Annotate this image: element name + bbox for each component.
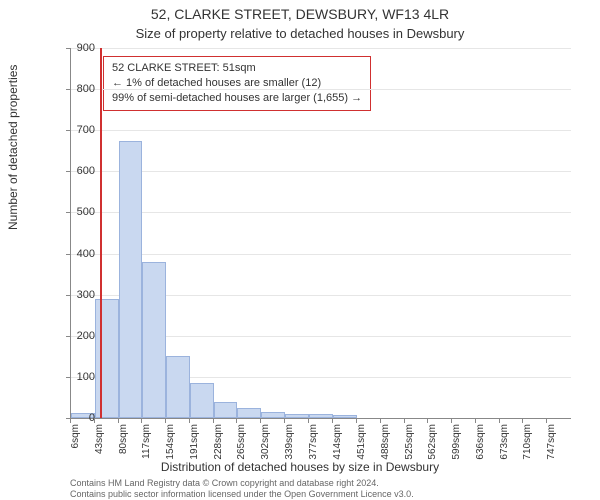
xtick-label: 302sqm [260, 424, 271, 460]
credit-line-1: Contains HM Land Registry data © Crown c… [70, 478, 570, 489]
histogram-bar [309, 414, 333, 418]
ytick-label: 300 [55, 289, 95, 301]
ytick-label: 500 [55, 206, 95, 218]
xtick-label: 673sqm [499, 424, 510, 460]
xtick-label: 377sqm [308, 424, 319, 460]
xtick-mark [546, 418, 547, 423]
xtick-label: 191sqm [189, 424, 200, 460]
xtick-label: 265sqm [236, 424, 247, 460]
xtick-mark [284, 418, 285, 423]
xtick-label: 488sqm [380, 424, 391, 460]
plot-area: 52 CLARKE STREET: 51sqm ← 1% of detached… [70, 48, 571, 419]
xtick-mark [380, 418, 381, 423]
histogram-bar [285, 414, 309, 418]
xtick-label: 117sqm [141, 424, 152, 459]
xtick-mark [189, 418, 190, 423]
annotation-line-1: 52 CLARKE STREET: 51sqm [112, 61, 362, 76]
histogram-bar [333, 415, 357, 418]
xtick-label: 599sqm [451, 424, 462, 460]
xtick-mark [522, 418, 523, 423]
gridline [71, 48, 571, 49]
histogram-bar [166, 356, 190, 418]
xtick-label: 43sqm [94, 424, 105, 454]
histogram-bar [190, 383, 214, 418]
xtick-label: 525sqm [404, 424, 415, 460]
xtick-mark [404, 418, 405, 423]
ytick-label: 600 [55, 165, 95, 177]
xtick-mark [427, 418, 428, 423]
xtick-label: 154sqm [165, 424, 176, 460]
ytick-label: 0 [55, 412, 95, 424]
annotation-line-3: 99% of semi-detached houses are larger (… [112, 91, 362, 106]
xtick-label: 562sqm [427, 424, 438, 460]
histogram-figure: 52, CLARKE STREET, DEWSBURY, WF13 4LR Si… [0, 0, 600, 500]
ytick-label: 400 [55, 248, 95, 260]
xtick-mark [70, 418, 71, 423]
xtick-label: 636sqm [475, 424, 486, 460]
xtick-label: 747sqm [546, 424, 557, 460]
ytick-label: 100 [55, 371, 95, 383]
histogram-bar [237, 408, 261, 418]
gridline [71, 89, 571, 90]
xtick-mark [475, 418, 476, 423]
ytick-label: 800 [55, 83, 95, 95]
histogram-bar [214, 402, 238, 418]
xtick-mark [94, 418, 95, 423]
histogram-bar [142, 262, 166, 418]
xtick-mark [141, 418, 142, 423]
annotation-box: 52 CLARKE STREET: 51sqm ← 1% of detached… [103, 56, 371, 111]
xtick-mark [236, 418, 237, 423]
ytick-label: 700 [55, 124, 95, 136]
xtick-label: 414sqm [332, 424, 343, 460]
ytick-label: 200 [55, 330, 95, 342]
gridline [71, 130, 571, 131]
xtick-mark [332, 418, 333, 423]
xtick-mark [451, 418, 452, 423]
title-subtitle: Size of property relative to detached ho… [0, 26, 600, 41]
xtick-mark [499, 418, 500, 423]
xtick-mark [165, 418, 166, 423]
xtick-label: 710sqm [522, 424, 533, 460]
y-axis-label: Number of detached properties [6, 65, 20, 230]
gridline [71, 171, 571, 172]
histogram-bar [95, 299, 119, 418]
xtick-label: 6sqm [70, 424, 81, 448]
credit-line-2: Contains public sector information licen… [70, 489, 570, 500]
xtick-label: 228sqm [213, 424, 224, 460]
reference-marker [100, 48, 102, 418]
xtick-mark [308, 418, 309, 423]
ytick-label: 900 [55, 42, 95, 54]
xtick-label: 80sqm [118, 424, 129, 454]
xtick-label: 451sqm [356, 424, 367, 460]
histogram-bar [261, 412, 285, 418]
title-address: 52, CLARKE STREET, DEWSBURY, WF13 4LR [0, 6, 600, 22]
xtick-label: 339sqm [284, 424, 295, 460]
x-axis-label: Distribution of detached houses by size … [0, 460, 600, 474]
credit-text: Contains HM Land Registry data © Crown c… [70, 478, 570, 500]
xtick-mark [260, 418, 261, 423]
gridline [71, 254, 571, 255]
xtick-mark [356, 418, 357, 423]
xtick-mark [118, 418, 119, 423]
gridline [71, 212, 571, 213]
xtick-mark [213, 418, 214, 423]
histogram-bar [119, 141, 143, 419]
